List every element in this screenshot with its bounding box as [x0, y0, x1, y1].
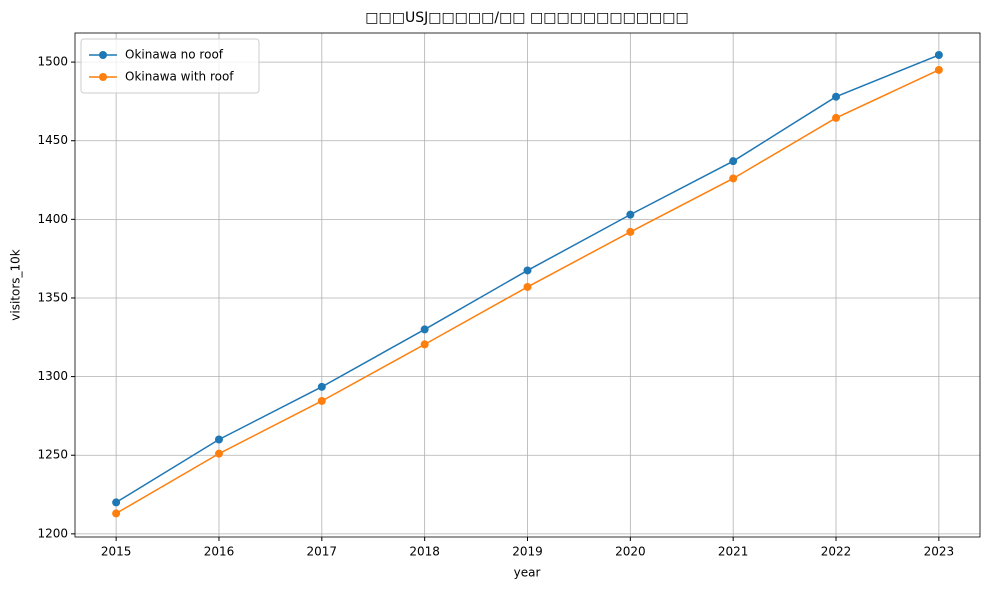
- legend-label: Okinawa no roof: [125, 48, 224, 62]
- data-point: [729, 174, 738, 183]
- data-point: [420, 340, 429, 349]
- data-point: [523, 282, 532, 291]
- x-tick-label: 2022: [821, 545, 852, 559]
- x-tick-label: 2017: [307, 545, 338, 559]
- data-point: [934, 51, 943, 60]
- x-tick-label: 2016: [204, 545, 235, 559]
- legend-marker: [99, 73, 107, 81]
- x-tick-label: 2015: [101, 545, 132, 559]
- legend-label: Okinawa with roof: [125, 70, 234, 84]
- data-point: [214, 435, 223, 444]
- plot-frame: [74, 32, 981, 538]
- data-point: [112, 498, 121, 507]
- data-point: [832, 92, 841, 101]
- x-axis-label: year: [514, 566, 541, 580]
- x-tick-label: 2021: [718, 545, 749, 559]
- data-point: [112, 509, 121, 518]
- y-tick-label: 1200: [37, 526, 68, 540]
- x-tick-label: 2020: [615, 545, 646, 559]
- data-point: [832, 113, 841, 122]
- legend-marker: [99, 51, 107, 59]
- data-point: [626, 227, 635, 236]
- data-point: [317, 396, 326, 405]
- data-point: [420, 325, 429, 334]
- data-point: [317, 382, 326, 391]
- y-tick-label: 1450: [37, 133, 68, 147]
- x-tick-label: 2023: [924, 545, 955, 559]
- y-tick-label: 1300: [37, 369, 68, 383]
- data-point: [214, 449, 223, 458]
- y-tick-label: 1350: [37, 290, 68, 304]
- y-tick-label: 1500: [37, 55, 68, 69]
- data-point: [729, 157, 738, 166]
- data-point: [523, 266, 532, 275]
- legend-box: [80, 38, 260, 94]
- data-point: [934, 65, 943, 74]
- y-axis-label: visitors_10k: [9, 249, 23, 321]
- y-tick-label: 1400: [37, 212, 68, 226]
- data-point: [626, 210, 635, 219]
- x-tick-label: 2018: [409, 545, 440, 559]
- y-tick-label: 1250: [37, 448, 68, 462]
- x-tick-label: 2019: [512, 545, 543, 559]
- chart-title: □□□USJ□□□□□/□□ □□□□□□□□□□□□: [365, 10, 688, 26]
